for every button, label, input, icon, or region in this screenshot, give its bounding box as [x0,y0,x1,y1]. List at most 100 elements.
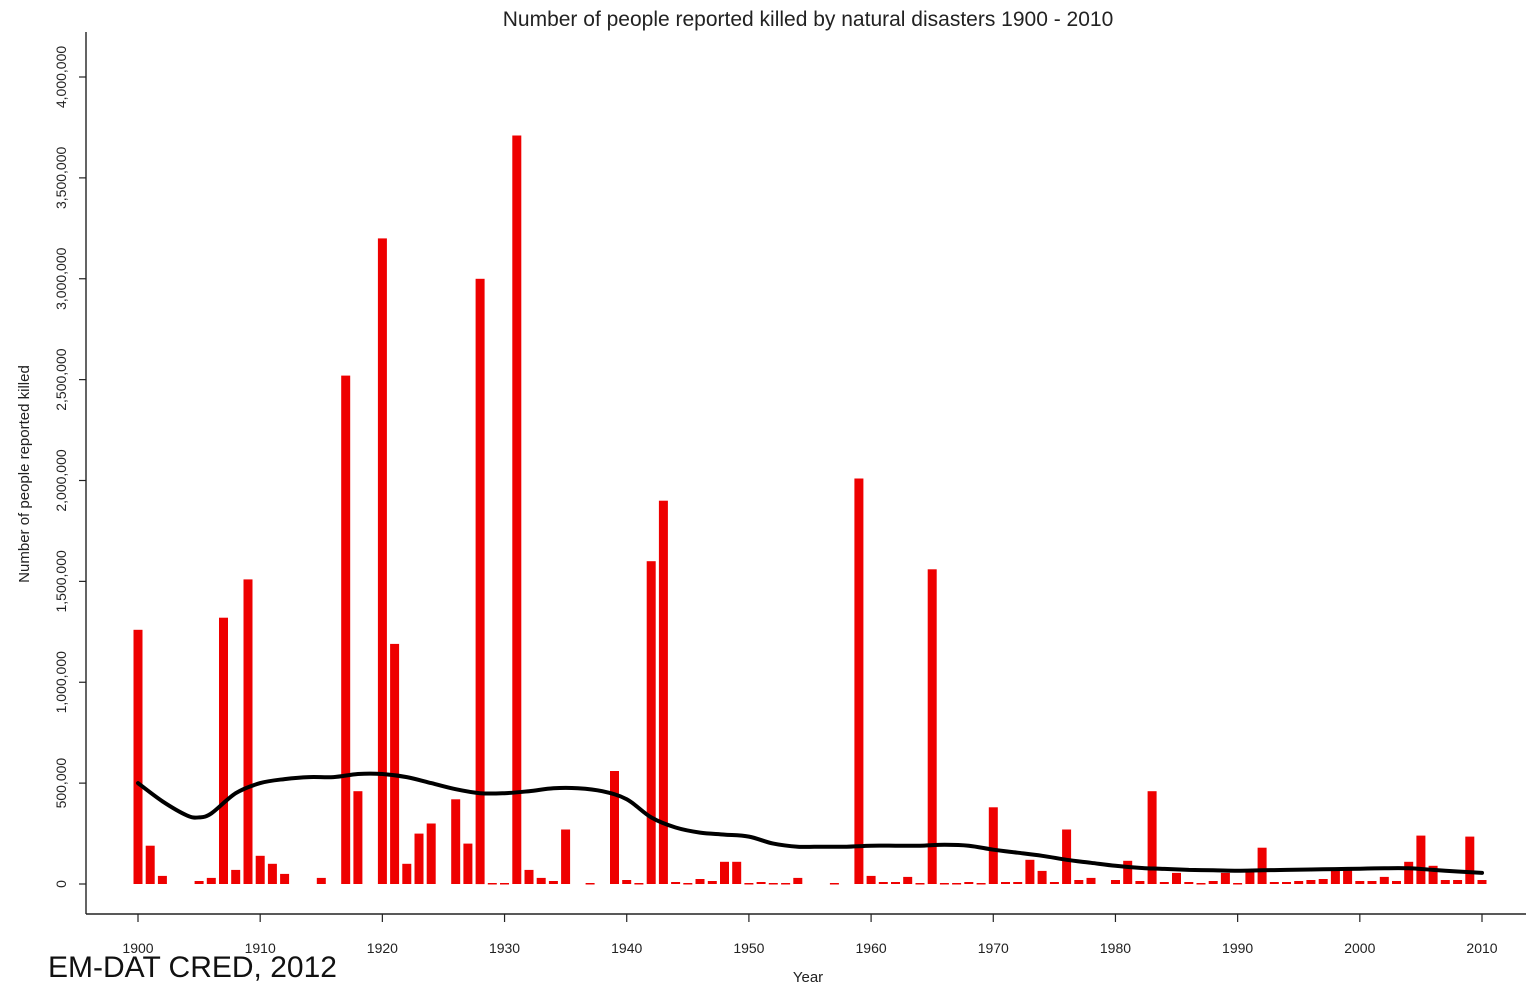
bar [1062,829,1072,884]
x-tick-label: 1920 [367,940,398,956]
bar [536,877,546,884]
x-tick-label: 1960 [856,940,887,956]
y-tick-label: 1,000,000 [53,651,69,713]
bar [903,876,913,884]
y-axis-ticks: 0 500,000 1,000,000 1,500,000 2,000,000 2,500… [53,46,86,888]
bar [157,875,167,884]
bar [695,879,705,884]
bar [1013,882,1023,884]
y-tick-label: 4,000,000 [53,46,69,108]
bar [561,829,571,884]
y-tick-label: 1,500,000 [53,550,69,612]
bar [512,135,522,884]
bar [219,617,228,884]
bar [1404,861,1414,884]
bar [915,883,925,885]
bar [414,833,424,884]
bar [1306,880,1316,884]
bar [1257,847,1267,884]
bar [927,569,937,884]
bar [1392,881,1401,884]
x-tick-label: 2010 [1466,940,1497,956]
bar [377,238,387,884]
bar [243,579,253,884]
bar [1074,880,1084,884]
bar [1416,835,1426,884]
bar [988,807,998,884]
bar [280,873,290,884]
bar [1049,882,1059,884]
bar [683,883,693,885]
bar [658,500,668,884]
x-tick-label: 1990 [1222,940,1253,956]
bar [1184,882,1194,884]
x-tick-label: 1980 [1100,940,1131,956]
bar [744,883,754,885]
trend-line [136,771,1484,875]
bar [952,883,962,885]
source-credit: EM-DAT CRED, 2012 [48,951,337,984]
bar [781,883,791,885]
bar [1465,836,1475,884]
x-tick-label: 1930 [489,940,520,956]
bar [145,845,155,884]
y-tick-label: 3,000,000 [53,247,69,309]
bar [1440,880,1450,884]
bar [732,861,742,884]
bar [707,881,717,884]
bar [402,863,412,884]
chart-title: Number of people reported killed by natu… [503,8,1114,31]
bar [487,883,497,885]
bar [646,561,656,884]
bar [231,869,241,884]
bar [316,877,326,884]
bar [194,881,204,884]
bar [1269,882,1279,884]
bar [1343,869,1353,884]
bar [1453,880,1463,884]
y-tick-label: 2,000,000 [53,449,69,511]
bar [1159,882,1169,884]
bar [964,882,974,884]
bar [1282,882,1291,884]
bar [1111,880,1120,884]
bar [829,883,839,885]
y-tick-label: 500,000 [53,758,69,809]
bar [756,882,766,884]
bar [1147,791,1157,884]
y-axis-title: Number of people reported killed [16,365,33,583]
bar [1135,881,1145,884]
bar [610,771,619,884]
x-axis-title: Year [793,969,823,986]
bar [1330,868,1340,884]
bar [622,880,632,884]
x-tick-label: 1910 [245,940,276,956]
bar [939,883,949,885]
x-tick-label: 1970 [978,940,1009,956]
bar [1245,871,1255,884]
x-axis-ticks: 1900 1910 1920 1930 1940 1950 1960 1970 1980 1990… [122,914,1498,956]
bar [133,629,143,884]
bar [720,861,729,884]
bar [1220,872,1230,884]
bar [206,877,216,884]
bar [1477,880,1487,884]
y-tick-label: 0 [53,880,69,888]
x-tick-label: 2000 [1344,940,1375,956]
bar [1086,877,1096,884]
bar [500,883,509,885]
bar [426,823,436,884]
y-tick-label: 3,500,000 [53,147,69,209]
bar [854,478,864,884]
y-tick-label: 2,500,000 [53,348,69,410]
bar [267,863,277,884]
bar [1208,881,1218,884]
x-tick-label: 1900 [122,940,153,956]
x-tick-label: 1940 [611,940,642,956]
bar [1428,865,1438,884]
bar [341,375,351,884]
bar [866,875,876,884]
bar [793,877,803,884]
bar [1025,859,1035,884]
bar [390,643,400,884]
